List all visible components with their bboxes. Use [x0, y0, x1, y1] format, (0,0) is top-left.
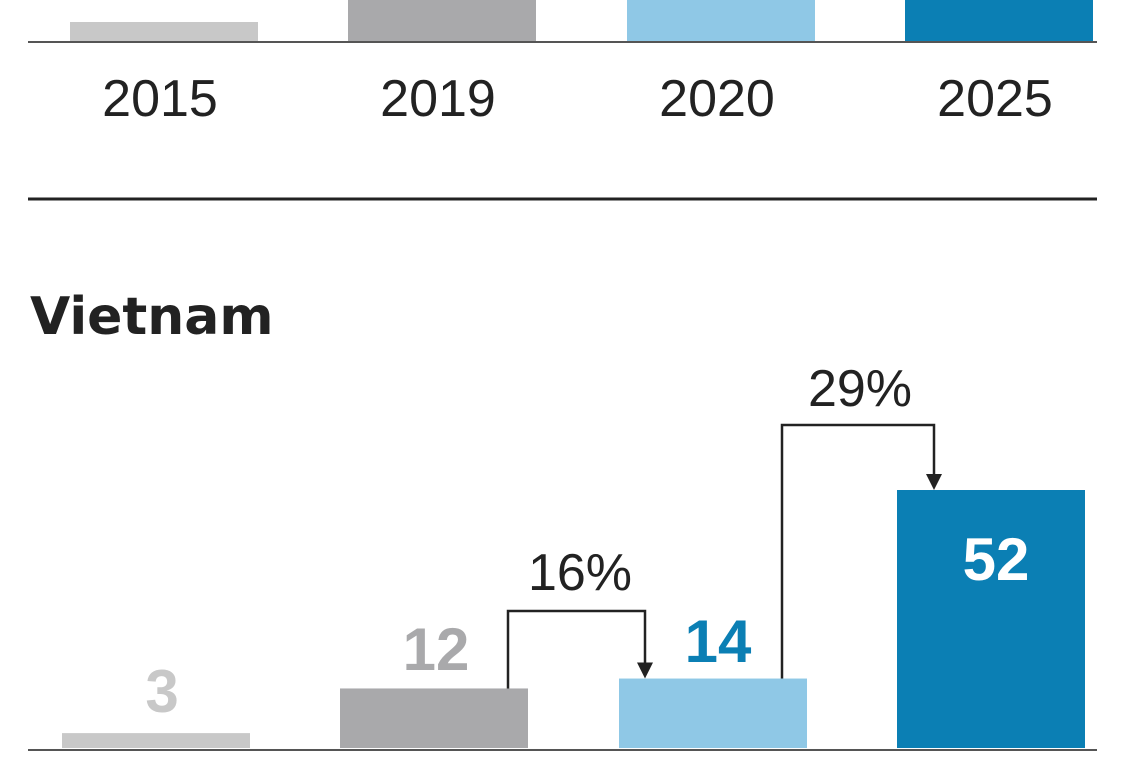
x-tick-label-2020: 2020	[659, 70, 775, 128]
chart-title-vietnam: Vietnam	[30, 287, 274, 347]
value-label-2015: 3	[145, 658, 178, 725]
bar-2019	[340, 688, 528, 748]
top-bar-2019	[348, 0, 536, 41]
growth-arrowhead-1	[637, 662, 653, 679]
growth-arrow-1	[506, 609, 647, 689]
growth-arrow-2	[780, 423, 936, 679]
x-tick-label-2015: 2015	[102, 70, 218, 128]
x-tick-label-2019: 2019	[380, 70, 496, 128]
growth-arrowhead-2	[926, 474, 942, 490]
top-chart-panel: 2015 2019 2020 2025	[28, 0, 1097, 128]
top-bar-2025	[905, 0, 1093, 41]
bar-2015	[62, 733, 250, 748]
value-label-2019: 12	[403, 616, 470, 683]
bottom-chart-panel: 3 12 14 52 16% 29%	[28, 360, 1097, 751]
value-label-2020: 14	[685, 608, 752, 675]
bar-2020	[619, 678, 807, 748]
growth-label-1: 16%	[528, 544, 632, 602]
growth-label-2: 29%	[808, 360, 912, 418]
top-bar-2015	[70, 22, 258, 41]
x-tick-label-2025: 2025	[937, 70, 1053, 128]
bar-2025	[897, 490, 1085, 748]
top-bar-2020	[627, 0, 815, 41]
value-label-2025: 52	[963, 526, 1030, 593]
